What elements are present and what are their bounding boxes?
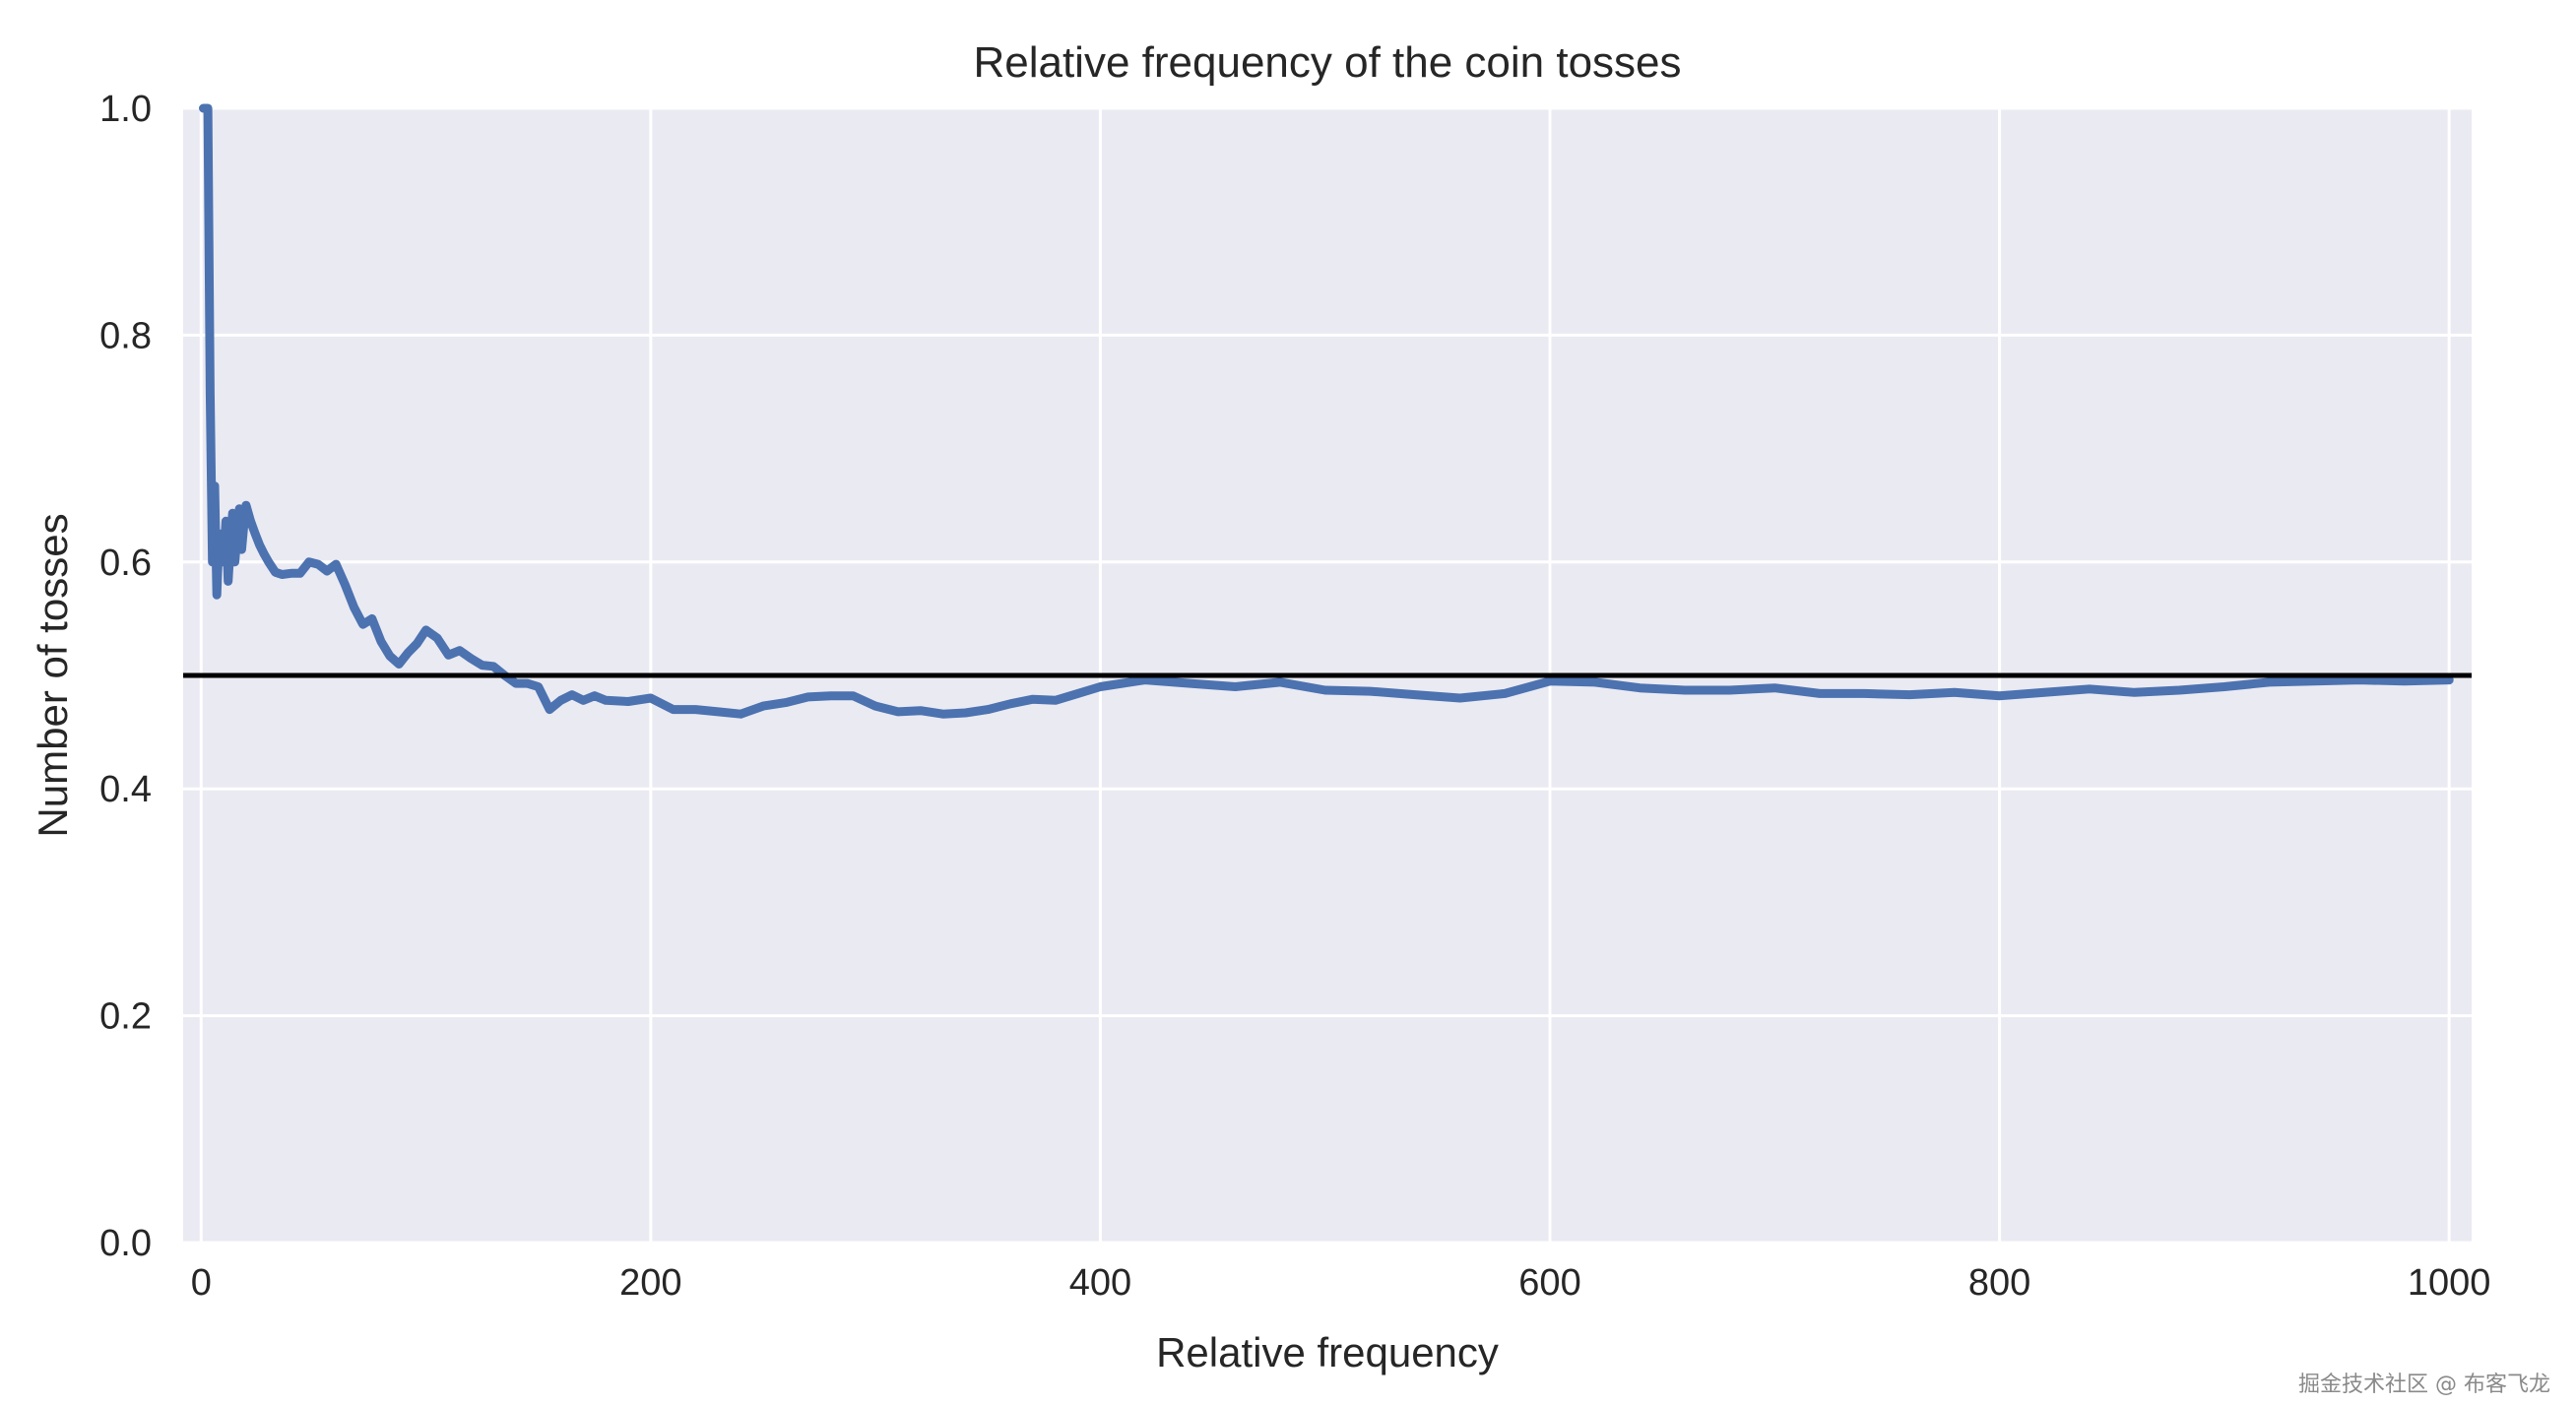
x-tick-labels: 0 200 400 600 800 1000 [191, 1262, 2491, 1304]
x-tick-label-1000: 1000 [2408, 1262, 2491, 1304]
y-axis-label: Number of tosses [30, 513, 76, 837]
series-line-0 [199, 103, 2454, 719]
chart-title: Relative frequency of the coin tosses [973, 38, 1681, 87]
y-tick-label-0-6: 0.6 [99, 543, 152, 584]
watermark: 掘金技术社区 @ 布客飞龙 [2298, 1373, 2550, 1397]
x-tick-label-600: 600 [1518, 1262, 1580, 1304]
series-group [199, 103, 2454, 719]
y-tick-label-0-4: 0.4 [99, 769, 152, 810]
y-tick-label-1: 1.0 [99, 89, 152, 130]
x-tick-label-800: 800 [1968, 1262, 2030, 1304]
y-tick-label-0-8: 0.8 [99, 315, 152, 356]
y-tick-labels: 0.0 0.2 0.4 0.6 0.8 1.0 [99, 89, 152, 1264]
x-axis-label: Relative frequency [1156, 1329, 1499, 1375]
y-tick-label-0: 0.0 [99, 1223, 152, 1264]
y-tick-label-0-2: 0.2 [99, 996, 152, 1038]
x-tick-label-0: 0 [191, 1262, 212, 1304]
x-tick-label-200: 200 [619, 1262, 681, 1304]
x-tick-label-400: 400 [1069, 1262, 1131, 1304]
